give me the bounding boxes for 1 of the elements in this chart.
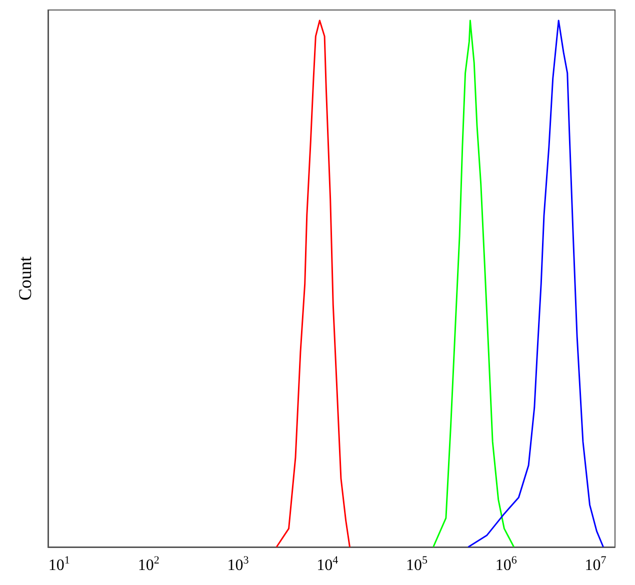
y-axis-title: Count: [15, 256, 35, 301]
